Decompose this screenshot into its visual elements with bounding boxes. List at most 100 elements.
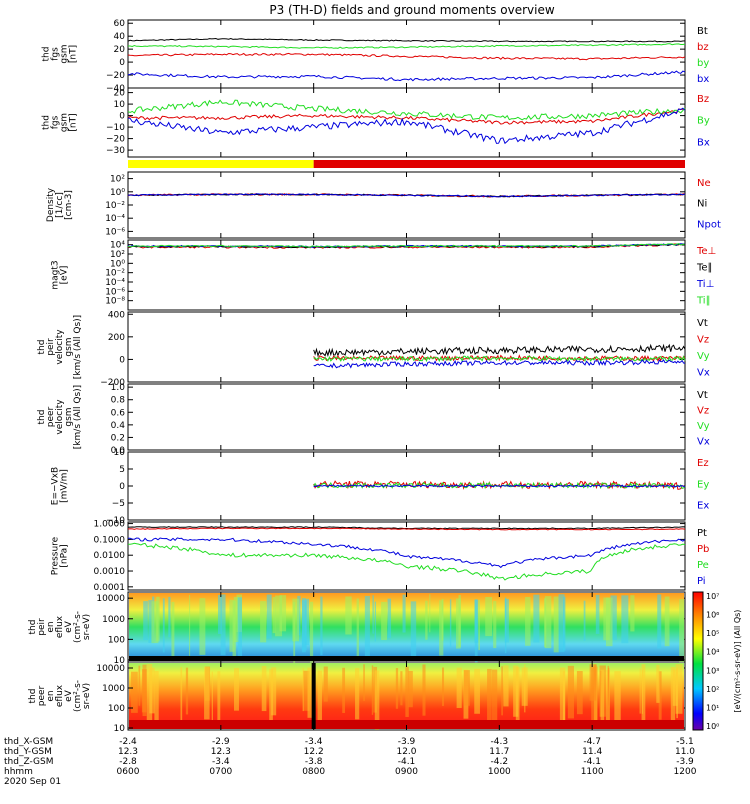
- spec-streak: [260, 601, 267, 643]
- x-tick-label: 11.7: [489, 747, 509, 757]
- spec-streak: [275, 595, 283, 637]
- spec-streak: [449, 599, 452, 647]
- spec-streak: [422, 664, 426, 716]
- spec-streak: [533, 594, 540, 643]
- y-tick-label: 10: [114, 448, 126, 458]
- spec-streak: [204, 666, 210, 720]
- spec-streak: [381, 601, 387, 641]
- y-axis-label: [1/cc]: [55, 192, 65, 218]
- spec-streak: [521, 667, 528, 706]
- spec-streak: [614, 671, 621, 728]
- spec-streak: [402, 594, 406, 633]
- y-tick-label: 0: [119, 58, 125, 68]
- spec-streak: [559, 667, 566, 726]
- y-axis-label: Density: [46, 187, 56, 222]
- legend-Vt: Vt: [697, 318, 708, 329]
- spec-streak: [131, 671, 138, 713]
- legend-Vy: Vy: [697, 351, 710, 362]
- x-tick-label: -3.9: [398, 737, 416, 747]
- y-axis-label: [km/s (All Qs)]: [73, 385, 83, 449]
- spec-streak: [456, 667, 462, 708]
- y-axis-label: gsm: [64, 337, 74, 356]
- spec-streak: [374, 601, 377, 642]
- y-tick-label: 10⁻⁶: [105, 227, 125, 237]
- colorbar-tick: 10⁶: [706, 611, 719, 620]
- y-tick-label: −200: [100, 378, 125, 388]
- series-bz: [127, 52, 686, 61]
- spec-streak: [309, 601, 314, 664]
- y-axis-label: [nT]: [69, 45, 79, 63]
- y-axis-label: eflux: [55, 684, 65, 707]
- y-axis-label: [eV]: [60, 266, 70, 285]
- x-row-label: thd_X-GSM: [4, 737, 53, 747]
- legend-Npot: Npot: [697, 219, 721, 230]
- series-Pe: [127, 542, 686, 581]
- spec-streak: [576, 671, 583, 715]
- spec-streak: [302, 667, 304, 712]
- data-gap: [311, 663, 316, 729]
- figure-title: P3 (TH-D) fields and ground moments over…: [269, 3, 554, 17]
- x-tick-label: 12.3: [118, 747, 138, 757]
- colorbar-tick: 10⁷: [706, 592, 719, 601]
- series-Ez: [313, 480, 686, 490]
- colorbar-tick: 10²: [706, 685, 719, 694]
- x-tick-label: 11.4: [582, 747, 602, 757]
- y-axis-label: [km/s (All Qs)]: [73, 315, 83, 379]
- legend-Pt: Pt: [697, 528, 707, 539]
- spec-streak: [567, 665, 574, 719]
- y-axis-label: thd: [37, 340, 47, 355]
- spec-streak: [146, 664, 153, 721]
- legend-by: by: [697, 58, 709, 69]
- spec-streak: [171, 601, 175, 662]
- spec-streak: [429, 594, 431, 633]
- series-bx: [127, 70, 686, 82]
- spec-streak: [664, 596, 670, 647]
- spec-streak: [363, 664, 365, 701]
- spec-streak: [408, 670, 413, 708]
- colorbar-tick: 10⁰: [706, 722, 719, 731]
- y-tick-label: −40: [106, 84, 125, 94]
- status-red: [313, 160, 685, 168]
- spec-streak: [405, 666, 409, 717]
- spec-streak: [676, 667, 678, 719]
- y-tick-label: 0: [119, 355, 125, 365]
- x-tick-label: -2.9: [212, 737, 230, 747]
- spec-streak: [372, 595, 374, 634]
- y-tick-label: 10⁴: [110, 241, 125, 251]
- panel-peer_velocity: 1.0 0.8 0.6 0.4 0.2 0.0 thd peer velocity gsm [km/…: [37, 383, 710, 456]
- y-axis-label: velocity: [55, 399, 65, 435]
- spec-streak: [474, 599, 478, 663]
- x-tick-label: 0700: [209, 767, 232, 777]
- spec-streak: [425, 600, 428, 640]
- spec-streak: [553, 596, 559, 653]
- colorbar-bar: [692, 591, 704, 731]
- legend-Vx: Vx: [697, 437, 710, 448]
- spec-streak: [272, 597, 276, 634]
- x-tick-label: 12.2: [304, 747, 324, 757]
- y-tick-label: 0.4: [111, 421, 126, 431]
- colorbar-tick: 10³: [706, 666, 719, 675]
- spec-streak: [371, 665, 374, 715]
- spec-streak: [603, 597, 610, 641]
- y-tick-label: −10: [106, 123, 125, 133]
- spec-streak: [307, 667, 314, 718]
- y-tick-label: 0.0010: [94, 567, 126, 577]
- spec-streak: [180, 667, 183, 721]
- colorbar-tick: 10¹: [706, 703, 719, 712]
- series-Pb: [127, 527, 686, 531]
- spec-streak: [679, 599, 685, 663]
- spec-streak: [513, 665, 519, 717]
- y-axis-label: fgs: [51, 47, 61, 61]
- spec-streak: [320, 596, 323, 656]
- y-axis-label: [mV/m]: [60, 469, 70, 503]
- x-row-label: thd_Z-GSM: [4, 757, 53, 767]
- y-axis-label: en: [46, 621, 56, 632]
- panel-frame: [127, 311, 686, 383]
- panel-frame: [127, 171, 686, 239]
- spec-streak: [456, 598, 461, 649]
- y-axis-label: [nT]: [69, 113, 79, 131]
- spec-streak: [463, 670, 470, 706]
- y-tick-label: 0.8: [111, 396, 126, 406]
- x-tick-label: 12.0: [396, 747, 416, 757]
